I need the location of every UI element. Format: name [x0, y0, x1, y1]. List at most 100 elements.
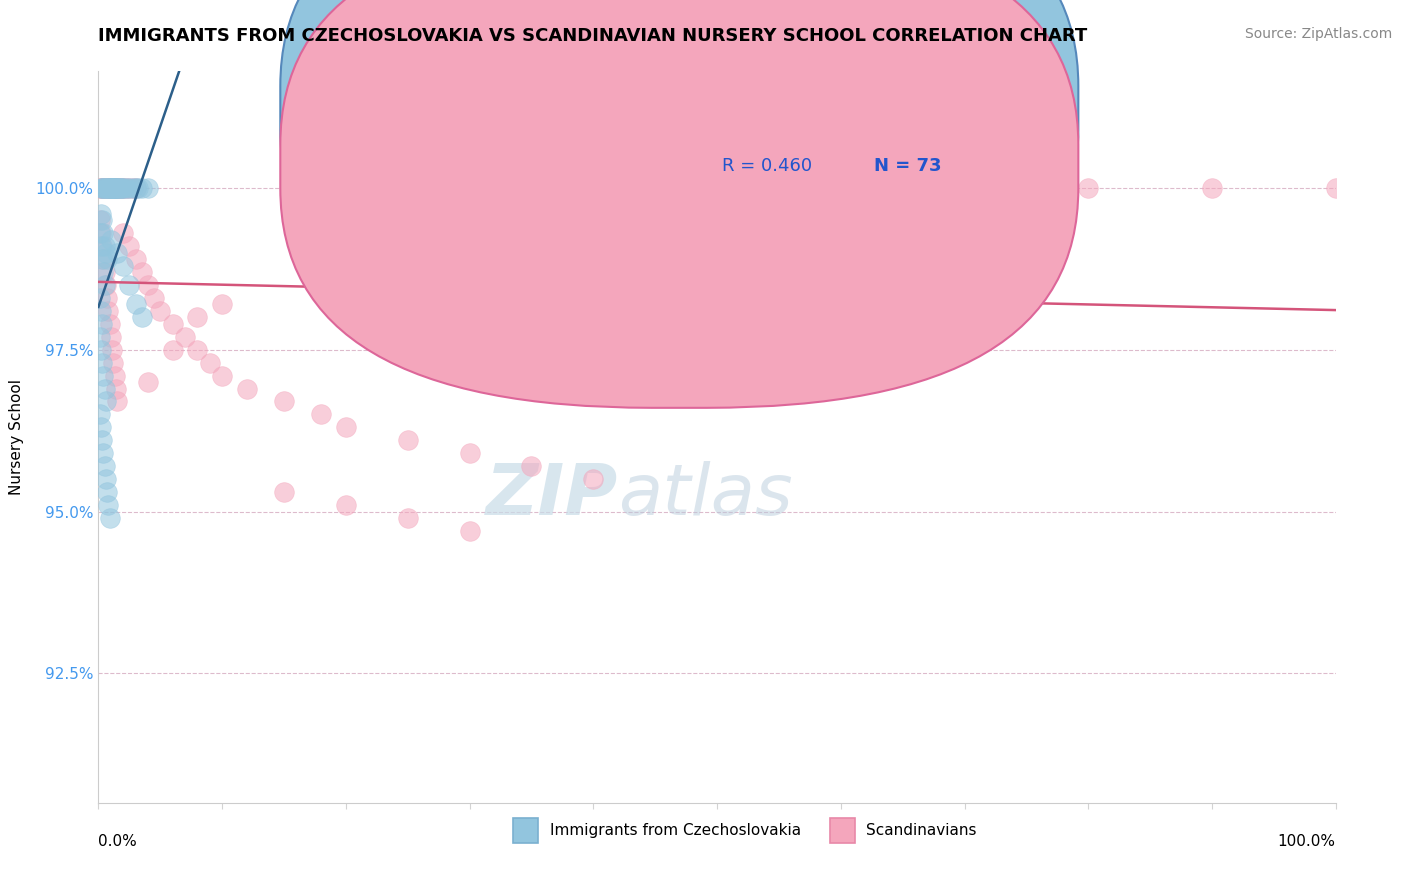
Point	[89, 330, 111, 344]
Point	[91, 181, 114, 195]
Point	[211, 297, 233, 311]
Point	[105, 394, 128, 409]
Point	[131, 310, 153, 325]
Point	[89, 291, 111, 305]
Point	[124, 181, 146, 195]
Text: Immigrants from Czechoslovakia: Immigrants from Czechoslovakia	[550, 823, 801, 838]
Point	[97, 498, 120, 512]
Point	[131, 265, 153, 279]
Point	[89, 213, 111, 227]
Point	[186, 343, 208, 357]
Point	[103, 181, 125, 195]
Point	[118, 277, 141, 292]
Point	[830, 181, 852, 195]
Point	[104, 181, 127, 195]
Point	[93, 382, 115, 396]
Point	[309, 408, 332, 422]
Point	[93, 277, 115, 292]
Point	[174, 330, 197, 344]
Point	[91, 252, 114, 266]
Text: N = 73: N = 73	[875, 158, 942, 176]
Point	[211, 368, 233, 383]
Point	[90, 181, 112, 195]
Text: 0.0%: 0.0%	[98, 834, 138, 849]
Point	[111, 181, 134, 195]
FancyBboxPatch shape	[280, 0, 1078, 350]
Point	[458, 524, 481, 538]
Point	[104, 181, 127, 195]
Point	[94, 181, 117, 195]
Point	[90, 343, 112, 357]
Point	[93, 252, 115, 266]
Point	[136, 375, 159, 389]
Point	[93, 181, 115, 195]
Point	[108, 181, 131, 195]
Point	[112, 226, 135, 240]
Point	[110, 181, 132, 195]
Point	[89, 408, 111, 422]
Point	[98, 317, 121, 331]
Point	[396, 434, 419, 448]
Point	[110, 181, 132, 195]
FancyBboxPatch shape	[637, 75, 1008, 203]
Point	[93, 181, 115, 195]
FancyBboxPatch shape	[280, 0, 1078, 408]
Y-axis label: Nursery School: Nursery School	[10, 379, 24, 495]
Point	[103, 368, 125, 383]
Point	[122, 181, 145, 195]
Point	[93, 265, 115, 279]
Text: R = 0.393: R = 0.393	[723, 99, 813, 117]
Point	[520, 459, 543, 474]
Point	[100, 330, 122, 344]
Point	[96, 181, 118, 195]
Text: Scandinavians: Scandinavians	[866, 823, 977, 838]
Point	[98, 511, 121, 525]
Point	[89, 226, 111, 240]
Point	[953, 181, 976, 195]
Point	[90, 239, 112, 253]
Point	[103, 181, 125, 195]
Point	[90, 226, 112, 240]
Text: atlas: atlas	[619, 461, 793, 530]
Point	[94, 245, 117, 260]
Point	[93, 181, 115, 195]
Point	[118, 181, 141, 195]
Point	[101, 343, 124, 357]
Point	[101, 181, 124, 195]
Point	[91, 181, 114, 195]
Text: 100.0%: 100.0%	[1278, 834, 1336, 849]
Point	[91, 356, 114, 370]
Point	[93, 226, 115, 240]
Point	[90, 181, 112, 195]
Point	[114, 181, 136, 195]
Point	[131, 181, 153, 195]
Point	[94, 394, 117, 409]
Point	[90, 207, 112, 221]
Point	[124, 252, 146, 266]
Point	[1324, 181, 1347, 195]
Point	[198, 356, 221, 370]
Point	[90, 420, 112, 434]
Point	[91, 239, 114, 253]
Point	[93, 368, 115, 383]
Point	[335, 420, 357, 434]
Point	[103, 181, 125, 195]
Point	[96, 181, 118, 195]
Point	[186, 310, 208, 325]
Point	[236, 382, 259, 396]
Point	[91, 213, 114, 227]
Point	[112, 259, 135, 273]
Point	[103, 181, 125, 195]
Point	[118, 181, 141, 195]
Point	[91, 317, 114, 331]
Point	[103, 356, 125, 370]
Point	[706, 181, 728, 195]
Point	[136, 277, 159, 292]
Point	[105, 245, 128, 260]
Point	[100, 181, 122, 195]
Point	[103, 181, 125, 195]
Point	[107, 181, 129, 195]
Point	[96, 252, 118, 266]
Point	[124, 297, 146, 311]
Point	[396, 511, 419, 525]
